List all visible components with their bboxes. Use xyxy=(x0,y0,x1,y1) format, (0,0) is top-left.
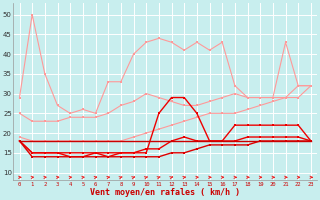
X-axis label: Vent moyen/en rafales ( km/h ): Vent moyen/en rafales ( km/h ) xyxy=(90,188,240,197)
